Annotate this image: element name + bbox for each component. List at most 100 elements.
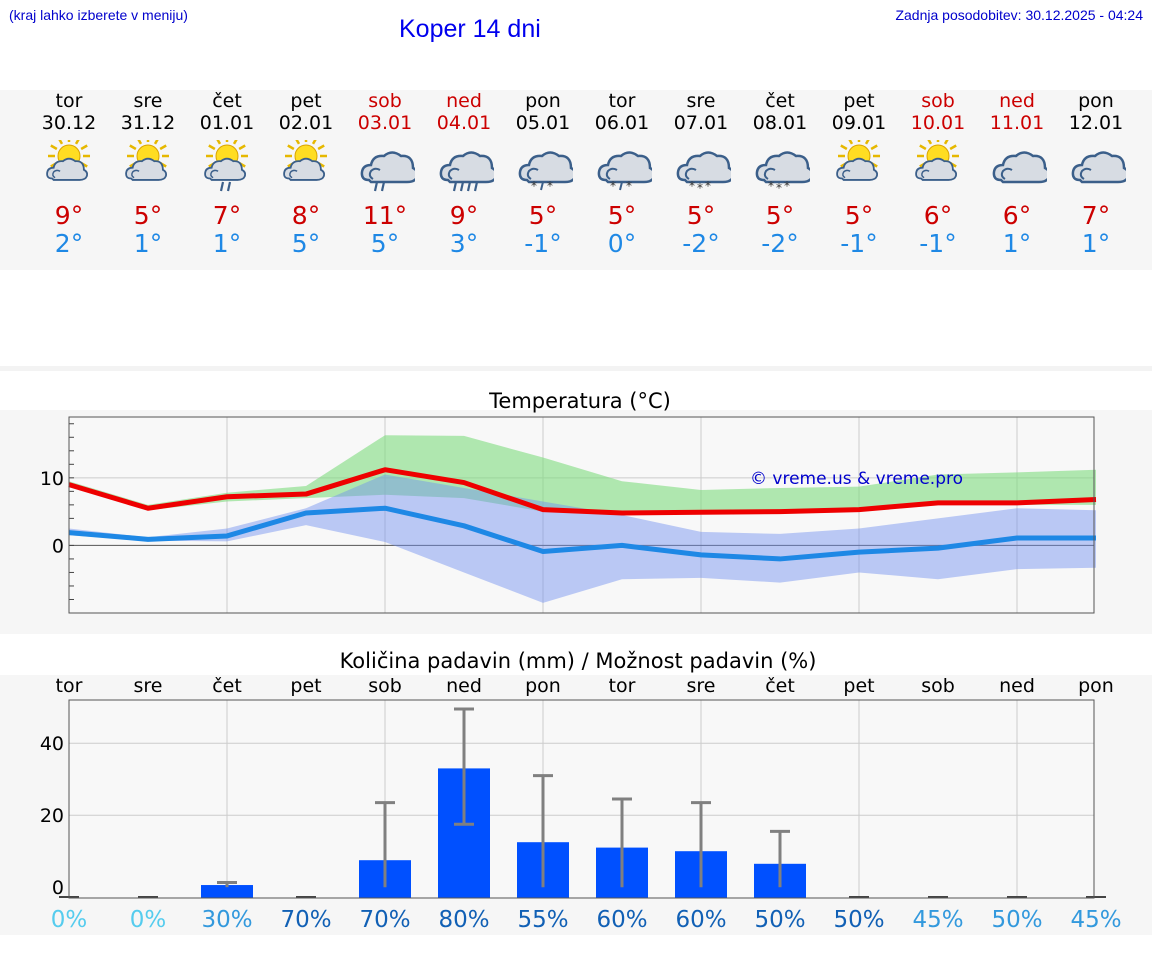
y-tick-label: 10 <box>40 468 64 490</box>
precipitation-probability: 80% <box>438 907 489 933</box>
day-column: sre 07.01 * * * 5° -2° <box>661 90 741 258</box>
copyright-watermark: © vreme.us & vreme.pro <box>750 469 963 489</box>
sun-cloud-rain-icon <box>204 140 248 192</box>
day-name: tor <box>608 90 636 112</box>
max-temperature: 8° <box>291 201 321 230</box>
day-column: tor 06.01 * * 5° 0° <box>582 90 662 258</box>
sun-cloud-icon <box>836 140 880 181</box>
day-column: pet 09.01 5° -1° <box>819 90 899 258</box>
precipitation-probability: 50% <box>754 907 805 933</box>
min-temperature: 3° <box>449 229 479 258</box>
svg-text:*: * <box>776 181 782 192</box>
rain-drops-icon <box>219 181 232 192</box>
day-date: 03.01 <box>357 112 413 134</box>
day-date: 08.01 <box>752 112 808 134</box>
category-label: čet <box>212 675 242 697</box>
min-temperature-range-band <box>69 474 1096 603</box>
location-menu-hint[interactable]: (kraj lahko izberete v meniju) <box>9 7 188 23</box>
day-name: pon <box>1078 90 1114 112</box>
min-temperature: -1° <box>919 229 957 258</box>
cloud-shape-icon <box>676 151 731 184</box>
svg-text:*: * <box>768 179 774 192</box>
day-column: tor 30.12 9° 2° <box>29 90 109 258</box>
min-temperature: 1° <box>212 229 242 258</box>
sun-cloud-icon <box>915 140 959 181</box>
precipitation-probability: 0% <box>130 907 167 933</box>
day-name: sre <box>686 90 716 112</box>
day-date: 07.01 <box>673 112 729 134</box>
min-temperature: -1° <box>524 229 562 258</box>
category-label: sre <box>687 675 716 697</box>
category-label: ned <box>999 675 1035 697</box>
precipitation-plot-area <box>69 700 1094 898</box>
day-name: ned <box>999 90 1035 112</box>
day-column: pet 02.01 8° 5° <box>266 90 346 258</box>
precipitation-probability: 70% <box>359 907 410 933</box>
day-date: 12.01 <box>1068 112 1124 134</box>
min-temperature: 5° <box>370 229 400 258</box>
y-tick-label: 40 <box>40 733 64 755</box>
temperature-plot-frame <box>68 416 1095 614</box>
cloud-shape-icon <box>1071 151 1126 184</box>
svg-text:*: * <box>697 181 703 192</box>
svg-text:*: * <box>547 179 553 192</box>
cloud-shape-icon <box>439 151 494 184</box>
sun-cloud-icon <box>46 140 90 181</box>
svg-text:*: * <box>531 179 537 192</box>
day-name: ned <box>446 90 482 112</box>
precipitation-bar <box>201 885 253 899</box>
precipitation-probability: 70% <box>280 907 331 933</box>
precipitation-probability: 50% <box>991 907 1042 933</box>
cloud-shape-icon <box>755 151 810 184</box>
cloud-shape-icon <box>518 151 573 184</box>
precipitation-probability: 45% <box>912 907 963 933</box>
day-date: 06.01 <box>594 112 650 134</box>
min-temperature: 1° <box>133 229 163 258</box>
rain-drops-icon <box>452 181 479 192</box>
max-temperature-range-band <box>69 435 1096 512</box>
day-column: čet 08.01 * * * 5° -2° <box>740 90 820 258</box>
svg-text:*: * <box>610 179 616 192</box>
precipitation-probability: 50% <box>833 907 884 933</box>
max-temperature: 7° <box>1081 201 1111 230</box>
cloud-snow-icon: * ** <box>755 151 810 192</box>
svg-text:*: * <box>689 179 695 192</box>
rain-drops-icon <box>373 181 386 192</box>
category-label: pon <box>1078 675 1114 697</box>
category-label: tor <box>609 675 636 697</box>
day-date: 31.12 <box>120 112 176 134</box>
category-label: pet <box>843 675 874 697</box>
day-column: čet 01.01 7° 1° <box>187 90 267 258</box>
category-label: sre <box>134 675 163 697</box>
day-date: 02.01 <box>278 112 334 134</box>
precipitation-probability: 60% <box>596 907 647 933</box>
precipitation-probability: 0% <box>51 907 88 933</box>
category-label: pon <box>525 675 561 697</box>
y-tick-label: 0 <box>52 535 64 557</box>
max-temperature: 11° <box>362 201 408 230</box>
last-update-label: Zadnja posodobitev: 30.12.2025 - 04:24 <box>895 7 1143 23</box>
cloud-shape-icon <box>915 157 958 181</box>
cloud-snow-icon: * ** <box>676 151 731 192</box>
cloud-heavy-rain-icon <box>439 151 494 192</box>
snow-flakes-icon: * * <box>610 179 632 192</box>
temperature-chart: Temperatura (°C) 0 10 © vreme.us & vreme.p… <box>40 389 1097 614</box>
category-label: sob <box>921 675 955 697</box>
precipitation-probability: 45% <box>1070 907 1121 933</box>
cloud-shape-icon <box>46 157 89 181</box>
max-temperature: 5° <box>528 201 558 230</box>
day-name: tor <box>55 90 83 112</box>
category-label: čet <box>765 675 795 697</box>
day-column: sob 10.01 6° -1° <box>898 90 978 258</box>
min-temperature: -2° <box>761 229 799 258</box>
cloud-shape-icon <box>836 157 879 181</box>
max-temperature: 5° <box>765 201 795 230</box>
snow-flakes-icon: * * <box>531 179 553 192</box>
cloud-icon <box>1071 151 1126 184</box>
day-name: sre <box>133 90 163 112</box>
min-temperature: 1° <box>1081 229 1111 258</box>
max-temperature: 9° <box>54 201 84 230</box>
cloud-sleet-icon: * * <box>518 151 573 192</box>
max-temperature: 5° <box>844 201 874 230</box>
day-name: pet <box>290 90 322 112</box>
